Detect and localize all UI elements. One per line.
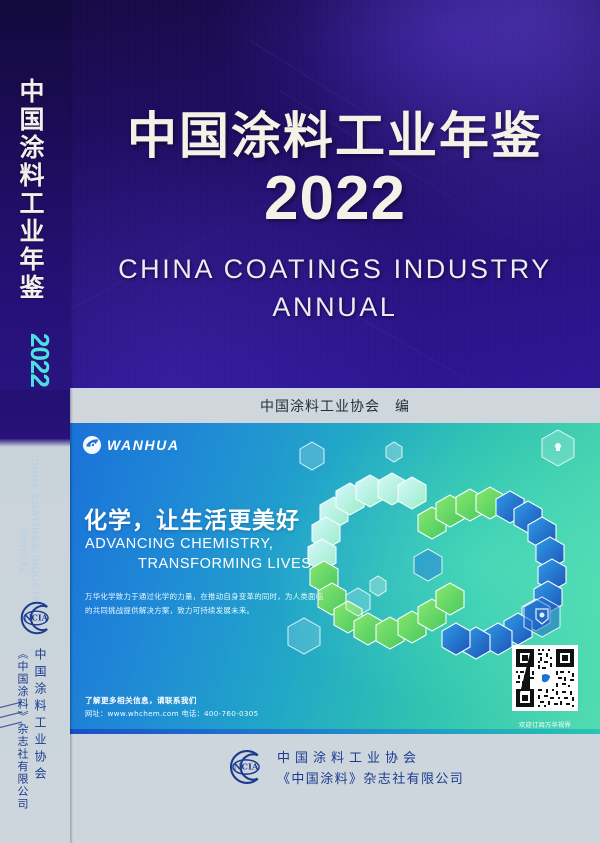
front-cover: 中国涂料工业年鉴 2022 CHINA COATINGS INDUSTRY AN… bbox=[70, 0, 600, 843]
cover-hero-panel bbox=[70, 0, 600, 388]
ncia-logo-icon: NCIA bbox=[230, 750, 260, 784]
ad-body-text: 万华化学致力于通过化学的力量，在推动自身变革的同时，为人类面临的共同挑战提供解决… bbox=[85, 592, 324, 615]
publisher-footer: NCIA 中国涂料工业协会 《中国涂料》杂志社有限公司 bbox=[70, 734, 600, 843]
cover-english-line-1: CHINA COATINGS INDUSTRY bbox=[118, 254, 552, 284]
ad-headline: 化学，让生活更美好 bbox=[84, 508, 300, 534]
spine-dark-panel bbox=[0, 0, 70, 390]
cover-year: 2022 bbox=[264, 164, 406, 233]
svg-text:NCIA: NCIA bbox=[24, 612, 48, 622]
spine-english-line-1: CHINA COATINGS INDUSTRY bbox=[30, 455, 40, 612]
spine-english-line-2: ANNUAL bbox=[18, 530, 28, 575]
cover-english-line-2: ANNUAL bbox=[272, 292, 398, 322]
spine-edge-shadow bbox=[70, 0, 73, 843]
book-spine: 中国涂料工业年鉴 2022 CHINA COATINGS INDUSTRY AN… bbox=[0, 0, 70, 843]
spine-decor-lines bbox=[0, 701, 22, 729]
ad-subhead-line-2: TRANSFORMING LIVES bbox=[138, 556, 312, 572]
publisher-association-name: 中国涂料工业协会 bbox=[277, 751, 422, 766]
svg-text:NCIA: NCIA bbox=[234, 762, 259, 772]
ncia-logo-icon: NCIA bbox=[20, 601, 49, 635]
editor-credit: 中国涂料工业协会 编 bbox=[260, 398, 410, 415]
publisher-company-name: 《中国涂料》杂志社有限公司 bbox=[277, 772, 465, 787]
advertisement-panel[interactable]: WANHUA 化学，让生活更美好 ADVANCING CHEMISTRY, TR… bbox=[70, 423, 600, 734]
ad-subhead-line-1: ADVANCING CHEMISTRY, bbox=[85, 536, 274, 552]
ad-bottom-accent-bar bbox=[70, 729, 600, 734]
wanhua-brand-logo: WANHUA bbox=[82, 435, 180, 455]
qr-caption: 欢迎订阅万华视界 bbox=[519, 722, 571, 729]
qr-code-block[interactable]: 欢迎订阅万华视界 bbox=[512, 645, 578, 729]
spine-year: 2022 bbox=[25, 333, 55, 387]
ad-contact-prompt: 了解更多相关信息，请联系我们 bbox=[85, 696, 197, 705]
spine-publisher-name: 《中国涂料》杂志社有限公司 bbox=[16, 648, 29, 811]
infinity-loop-graphic bbox=[287, 429, 575, 660]
spine-title: 中国涂料工业年鉴 bbox=[16, 78, 45, 302]
wanhua-mark-icon bbox=[83, 436, 101, 454]
ad-contact-details: 网址：www.whchem.com 电话：400-760-0305 bbox=[85, 709, 259, 718]
spine-association-name: 中国涂料工业协会 bbox=[33, 648, 47, 784]
page-title: 中国涂料工业年鉴 bbox=[127, 107, 543, 165]
wanhua-wordmark: WANHUA bbox=[107, 437, 180, 453]
editor-credit-band: 中国涂料工业协会 编 bbox=[70, 388, 600, 423]
qr-code-icon[interactable] bbox=[512, 645, 578, 711]
publisher-identity: NCIA 中国涂料工业协会 《中国涂料》杂志社有限公司 bbox=[225, 746, 464, 788]
